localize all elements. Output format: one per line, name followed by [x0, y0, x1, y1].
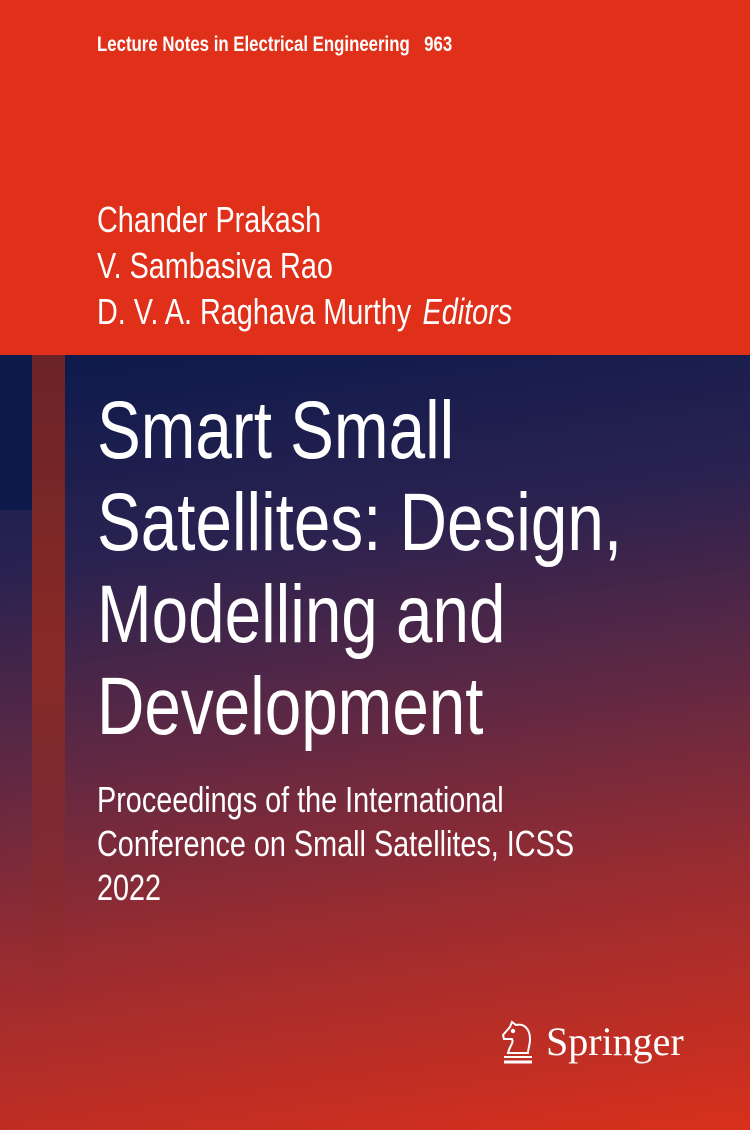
- editors: Chander Prakash V. Sambasiva Rao D. V. A…: [97, 197, 616, 335]
- subtitle-line: Conference on Small Satellites, ICSS: [97, 823, 575, 864]
- book-title: Smart Small Satellites: Design, Modellin…: [97, 385, 750, 753]
- series-volume: 963: [424, 33, 453, 56]
- editors-role: Editors: [422, 291, 513, 332]
- publisher-name: Springer: [546, 1019, 684, 1064]
- top-band: [0, 0, 750, 355]
- title-line: Modelling and: [97, 569, 506, 660]
- navy-accent-block: [0, 355, 32, 510]
- series-name: Lecture Notes in Electrical Engineering: [97, 33, 410, 56]
- book-subtitle: Proceedings of the International Confere…: [97, 778, 693, 910]
- knight-chess-horse-icon: [501, 1019, 532, 1063]
- red-accent-strip: [32, 355, 65, 1130]
- subtitle-line: 2022: [97, 867, 162, 908]
- series-line: Lecture Notes in Electrical Engineering 9…: [97, 33, 541, 57]
- title-line: Development: [97, 661, 484, 752]
- editor-name: V. Sambasiva Rao: [97, 245, 333, 286]
- title-line: Smart Small: [97, 385, 455, 476]
- title-line: Satellites: Design,: [97, 477, 623, 568]
- springer-logo: Springer: [500, 1018, 684, 1065]
- subtitle-line: Proceedings of the International: [97, 779, 504, 820]
- editor-name: Chander Prakash: [97, 199, 322, 240]
- editor-name: D. V. A. Raghava Murthy: [97, 291, 412, 332]
- gradient-panel: [0, 355, 750, 1130]
